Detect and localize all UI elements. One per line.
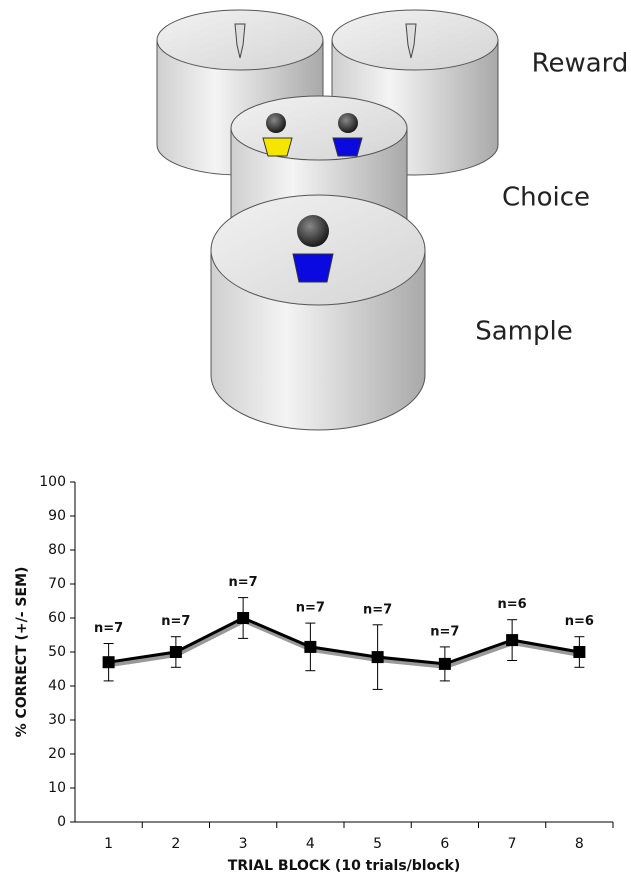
x-tick-label: 6 [440,836,449,852]
x-tick-label: 7 [508,836,517,852]
y-tick-label: 90 [48,508,66,524]
y-tick-label: 80 [48,542,66,558]
y-tick-label: 100 [39,474,66,490]
y-axis-title: % CORRECT (+/- SEM) [14,567,30,738]
marker [304,640,317,653]
x-tick-label: 5 [373,836,382,852]
n-label: n=7 [363,602,392,617]
x-tick-label: 8 [575,836,584,852]
n-label: n=7 [229,575,258,590]
x-axis-title: TRIAL BLOCK (10 trials/block) [228,858,460,874]
marker [573,646,586,658]
n-label: n=7 [94,621,123,636]
diagram-label: Reward [532,49,629,79]
x-tick-label: 3 [239,836,248,852]
diagram-label: Sample [475,317,573,347]
n-label: n=6 [498,597,527,612]
y-tick-label: 0 [57,814,66,830]
y-tick-label: 50 [48,644,66,660]
marker [371,651,384,664]
marker [237,612,250,624]
diagram-label: Choice [502,183,590,213]
n-label: n=7 [161,614,190,629]
marker [169,646,182,658]
y-tick-label: 70 [48,576,66,592]
x-tick-label: 2 [171,836,180,852]
n-label: n=6 [565,614,594,629]
marker [102,656,115,669]
n-label: n=7 [296,601,325,616]
y-tick-label: 60 [48,610,66,626]
sample-cylinder [210,194,426,431]
marker [506,634,519,647]
x-tick-label: 4 [306,836,315,852]
diagram: Reward Choice Sample [156,9,629,431]
line [108,616,580,666]
n-label: n=7 [430,624,459,639]
y-tick-label: 10 [48,780,66,796]
x-tick-label: 1 [104,836,113,852]
y-tick-label: 30 [48,712,66,728]
y-tick-label: 20 [48,746,66,762]
line-shadow [109,618,581,669]
marker [438,657,451,670]
y-tick-label: 40 [48,678,66,694]
